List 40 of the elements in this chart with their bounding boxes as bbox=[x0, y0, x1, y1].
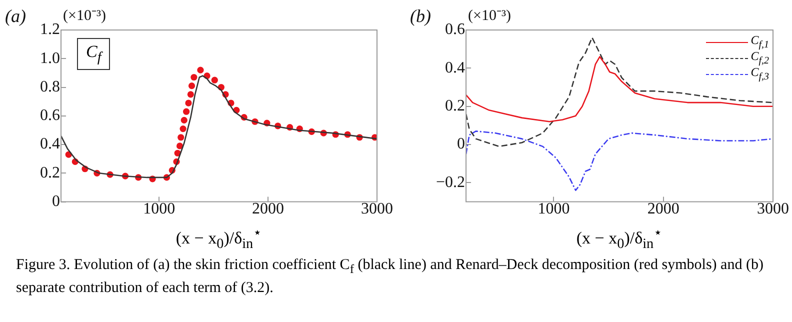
point bbox=[180, 125, 186, 132]
point bbox=[176, 142, 184, 150]
legend-label: C$_{f,1}$ bbox=[750, 33, 769, 51]
y-axis-title: (×10⁻³) bbox=[468, 8, 511, 24]
point bbox=[190, 74, 198, 81]
chart-title: (a) bbox=[5, 6, 26, 26]
y-axis-title: (×10⁻³) bbox=[63, 8, 106, 24]
y-tick-label: 0 bbox=[52, 193, 60, 210]
x-tick-label: 3000 bbox=[361, 200, 393, 218]
x-tick-label: 1000 bbox=[143, 200, 176, 218]
x-tick-label: 1000 bbox=[538, 200, 570, 218]
point bbox=[178, 134, 184, 141]
point bbox=[187, 91, 194, 98]
y-tick-label: 0.2 bbox=[40, 164, 60, 182]
chart-title: (b) bbox=[410, 6, 432, 26]
y-tick-label: 0 bbox=[457, 136, 466, 153]
point bbox=[197, 66, 204, 74]
y-tick-label: 0.4 bbox=[445, 59, 466, 76]
text: Figure 3. Evolution of (a) the skin friction coefficient C$_{f}$ (black line) and Renard–Deck decomposition (red symbols) and (b) separate contribution of each term of (3.2). bbox=[16, 257, 764, 296]
line-series bbox=[466, 36, 773, 148]
point bbox=[188, 82, 196, 90]
x-tick-label: 3000 bbox=[757, 200, 789, 218]
y-tick-label: 0.2 bbox=[445, 98, 466, 115]
line-series bbox=[466, 130, 773, 191]
point bbox=[211, 76, 218, 84]
y-tick-label: 0.6 bbox=[445, 21, 466, 38]
point bbox=[180, 116, 188, 124]
y-tick-label: −0.2 bbox=[436, 174, 466, 191]
legend-label: C$_{f,2}$ bbox=[750, 49, 769, 67]
y-tick-label: 1.2 bbox=[40, 21, 60, 38]
legend-label: C$_{f,3}$ bbox=[750, 65, 769, 83]
annotation: C$_{f}$ bbox=[77, 38, 110, 70]
x-tick-label: 2000 bbox=[252, 200, 284, 218]
point bbox=[185, 100, 192, 106]
y-tick-label: 0.6 bbox=[40, 107, 60, 124]
y-tick-label: 0.4 bbox=[40, 136, 60, 153]
y-tick-label: 0.8 bbox=[40, 78, 60, 96]
x-tick-label: 2000 bbox=[647, 200, 680, 218]
point bbox=[183, 108, 190, 115]
y-tick-label: 1.0 bbox=[40, 50, 60, 67]
